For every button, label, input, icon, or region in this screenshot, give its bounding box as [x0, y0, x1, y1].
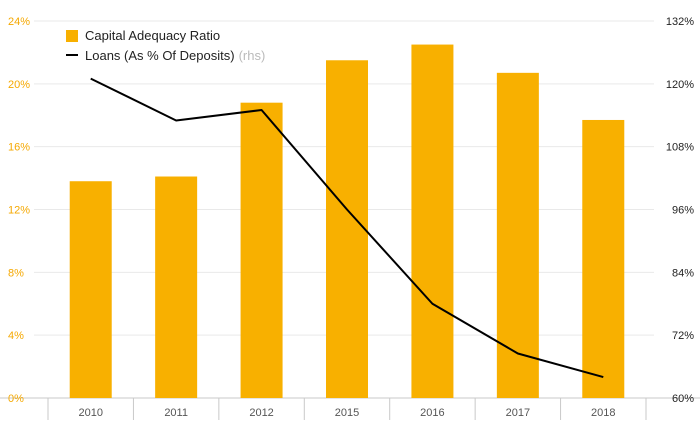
x-tick-label: 2012: [249, 407, 273, 419]
bar-capital-adequacy: [69, 181, 112, 398]
y-right-tick-label: 72%: [672, 330, 694, 342]
x-tick-label: 2016: [420, 407, 444, 419]
y-left-tick-label: 4%: [8, 330, 24, 342]
bar-capital-adequacy: [326, 60, 368, 398]
x-tick-label: 2018: [591, 407, 615, 419]
y-left-tick-label: 0%: [8, 393, 24, 405]
x-tick-label: 2015: [335, 407, 359, 419]
y-left-tick-label: 20%: [8, 79, 30, 91]
legend-swatch-capital-adequacy: [66, 30, 78, 42]
y-left-tick-label: 12%: [8, 205, 30, 217]
line-loans-to-deposits: [90, 77, 604, 379]
x-tick-label: 2017: [506, 407, 530, 419]
axis-layer: 0% 4% 8% 12% 16% 20% 24% 60% 72% 84% 96% 108% 120% 13…: [8, 16, 694, 420]
bar-capital-adequacy: [496, 72, 539, 399]
y-left-tick-label: 8%: [8, 267, 24, 279]
y-right-tick-label: 120%: [666, 79, 694, 91]
y-left-tick-label: 24%: [8, 16, 30, 28]
bar-capital-adequacy: [155, 176, 198, 398]
bar-capital-adequacy: [240, 102, 283, 398]
line-layer: [90, 77, 604, 379]
legend: Capital Adequacy Ratio Loans (As % Of De…: [66, 28, 265, 63]
y-right-tick-label: 108%: [666, 142, 694, 154]
y-right-tick-label: 60%: [672, 393, 694, 405]
y-right-tick-label: 96%: [672, 205, 694, 217]
bars-layer: [69, 44, 625, 399]
legend-label-capital-adequacy: Capital Adequacy Ratio: [85, 28, 220, 43]
bar-capital-adequacy: [411, 44, 454, 398]
bar-capital-adequacy: [582, 119, 625, 399]
legend-label-loans-name: Loans (As % Of Deposits): [85, 48, 235, 63]
x-tick-label: 2010: [78, 407, 102, 419]
legend-label-loans-suffix: (rhs): [239, 48, 266, 63]
legend-label-loans: Loans (As % Of Deposits) (rhs): [85, 48, 265, 63]
y-right-tick-label: 132%: [666, 16, 694, 28]
y-right-tick-label: 84%: [672, 267, 694, 279]
x-tick-label: 2011: [164, 407, 188, 419]
y-left-tick-label: 16%: [8, 142, 30, 154]
